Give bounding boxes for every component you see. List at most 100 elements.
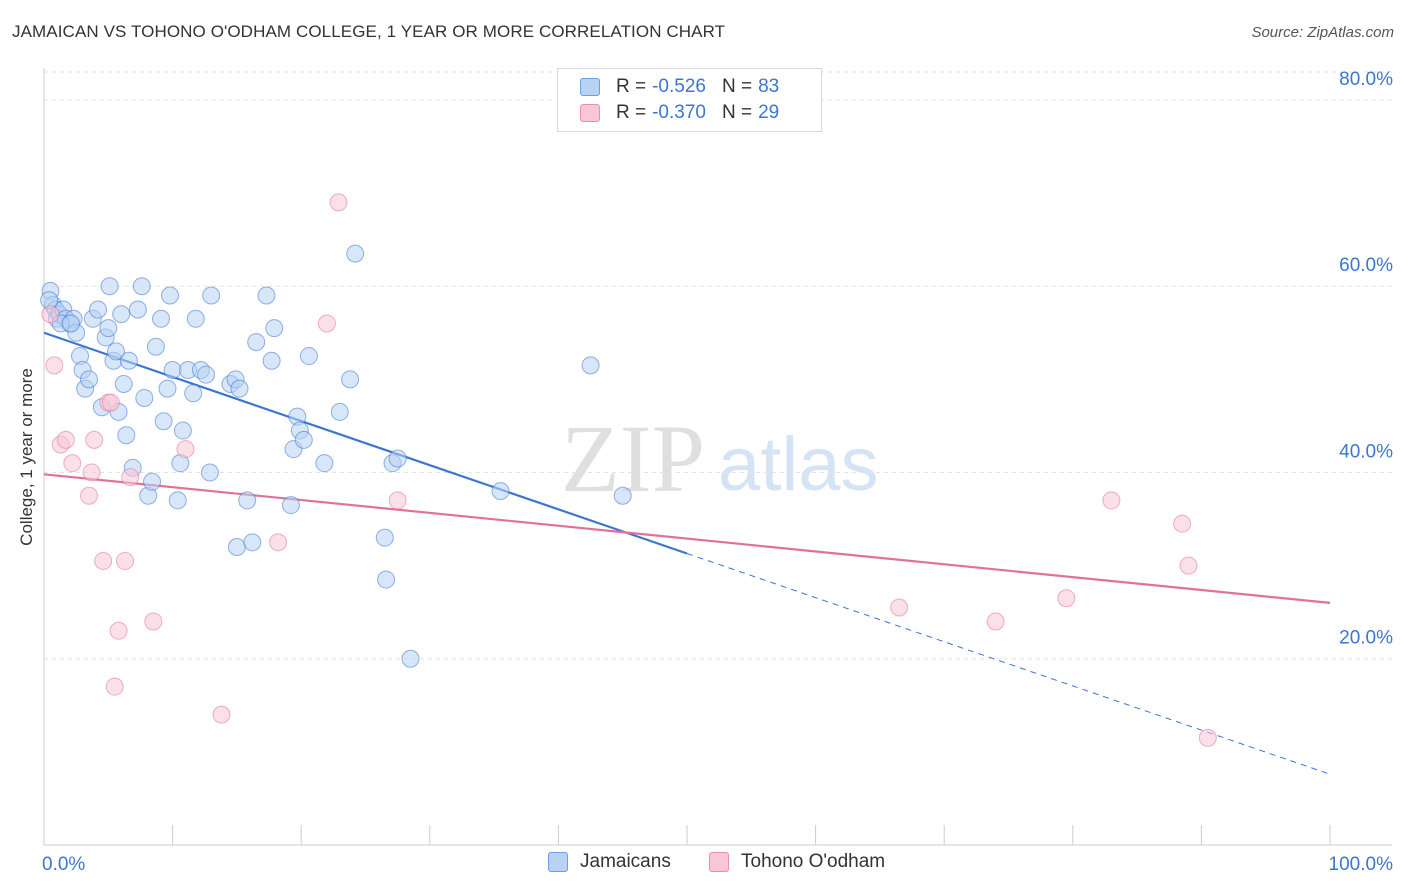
bottom-legend-swatch-tohono [709, 852, 729, 872]
point-jamaicans [184, 384, 203, 403]
legend-r-value: -0.370 [652, 102, 706, 123]
point-jamaicans [163, 361, 182, 380]
point-jamaicans [89, 300, 108, 319]
trend-extension-jamaicans [686, 553, 1331, 775]
point-jamaicans [161, 286, 180, 305]
point-tohono [105, 677, 124, 696]
point-jamaicans [173, 421, 192, 440]
point-jamaicans [197, 365, 216, 384]
point-jamaicans [202, 286, 221, 305]
point-tohono [212, 705, 231, 724]
point-jamaicans [154, 412, 173, 431]
legend-row-jamaicans: R = -0.526 N = 83 [580, 74, 779, 100]
point-tohono [94, 551, 113, 570]
legend-n-value: 83 [758, 76, 780, 97]
point-jamaicans [227, 537, 246, 556]
point-jamaicans [230, 379, 249, 398]
point-tohono [176, 440, 195, 459]
y-tick-label: 60.0% [1339, 255, 1393, 276]
point-jamaicans [117, 426, 136, 445]
point-jamaicans [401, 649, 420, 668]
point-tohono [986, 612, 1005, 631]
point-jamaicans [281, 496, 300, 515]
correlation-legend: R = -0.526 N = 83 R = -0.370 N = 29 [557, 68, 822, 132]
point-jamaicans [186, 309, 205, 328]
point-jamaicans [200, 463, 219, 482]
y-tick-label: 20.0% [1339, 628, 1393, 649]
point-jamaicans [265, 319, 284, 338]
legend-swatch-jamaicans [580, 78, 600, 96]
bottom-legend-label: Jamaicans [580, 851, 671, 872]
point-jamaicans [341, 370, 360, 389]
point-tohono [80, 486, 99, 505]
point-tohono [890, 598, 909, 617]
point-jamaicans [152, 309, 171, 328]
point-jamaicans [107, 342, 126, 361]
point-jamaicans [330, 402, 349, 421]
legend-row-tohono: R = -0.370 N = 29 [580, 100, 779, 126]
point-tohono [41, 305, 60, 324]
source-label: Source: ZipAtlas.com [1251, 24, 1394, 41]
point-jamaicans [247, 333, 266, 352]
point-jamaicans [114, 374, 133, 393]
legend-r-label: R = [616, 76, 647, 97]
y-tick-label: 40.0% [1339, 441, 1393, 462]
point-jamaicans [168, 491, 187, 510]
point-jamaicans [80, 370, 99, 389]
point-jamaicans [128, 300, 147, 319]
point-jamaicans [100, 277, 119, 296]
tick-labels: 20.0% 40.0% 60.0% 80.0% 0.0% 100.0% [42, 69, 1393, 875]
point-tohono [85, 430, 104, 449]
point-tohono [317, 314, 336, 333]
y-axis-label: College, 1 year or more [17, 368, 36, 546]
point-jamaicans [257, 286, 276, 305]
point-tohono [45, 356, 64, 375]
trend-line-tohono [43, 473, 1331, 604]
watermark-atlas: atlas [718, 422, 879, 507]
bottom-legend-label: Tohono O'odham [741, 851, 886, 872]
point-jamaicans [143, 472, 162, 491]
point-tohono [1173, 514, 1192, 533]
point-jamaicans [243, 533, 262, 552]
chart-title: JAMAICAN VS TOHONO O'ODHAM COLLEGE, 1 YE… [12, 22, 726, 41]
point-jamaicans [146, 337, 165, 356]
point-tohono [101, 393, 120, 412]
point-jamaicans [262, 351, 281, 370]
point-tohono [1102, 491, 1121, 510]
point-tohono [109, 621, 128, 640]
point-jamaicans [613, 486, 632, 505]
point-tohono [388, 491, 407, 510]
legend-n-label: N = [721, 102, 753, 123]
axes [43, 68, 1392, 846]
point-jamaicans [388, 449, 407, 468]
point-tohono [116, 551, 135, 570]
watermark-zip: ZIP [561, 405, 705, 512]
point-tohono [1057, 589, 1076, 608]
bottom-legend-jamaicans: Jamaicans [548, 851, 671, 873]
point-jamaicans [238, 491, 257, 510]
bottom-legend-swatch-jamaicans [548, 852, 568, 872]
point-jamaicans [99, 319, 118, 338]
point-jamaicans [112, 305, 131, 324]
point-jamaicans [375, 528, 394, 547]
point-jamaicans [158, 379, 177, 398]
point-tohono [82, 463, 101, 482]
point-tohono [1179, 556, 1198, 575]
point-tohono [1198, 728, 1217, 747]
x-tick-label: 0.0% [42, 854, 85, 875]
legend-r-label: R = [616, 102, 647, 123]
point-tohono [56, 430, 75, 449]
point-tohono [121, 468, 140, 487]
legend-swatch-tohono [580, 104, 600, 122]
point-jamaicans [132, 277, 151, 296]
point-tohono [329, 193, 348, 212]
x-tick-label: 100.0% [1329, 854, 1394, 875]
legend-n-label: N = [721, 76, 753, 97]
point-jamaicans [581, 356, 600, 375]
point-jamaicans [119, 351, 138, 370]
point-tohono [63, 454, 82, 473]
trend-lines [43, 331, 1331, 775]
data-points [40, 193, 1217, 747]
point-jamaicans [315, 454, 334, 473]
